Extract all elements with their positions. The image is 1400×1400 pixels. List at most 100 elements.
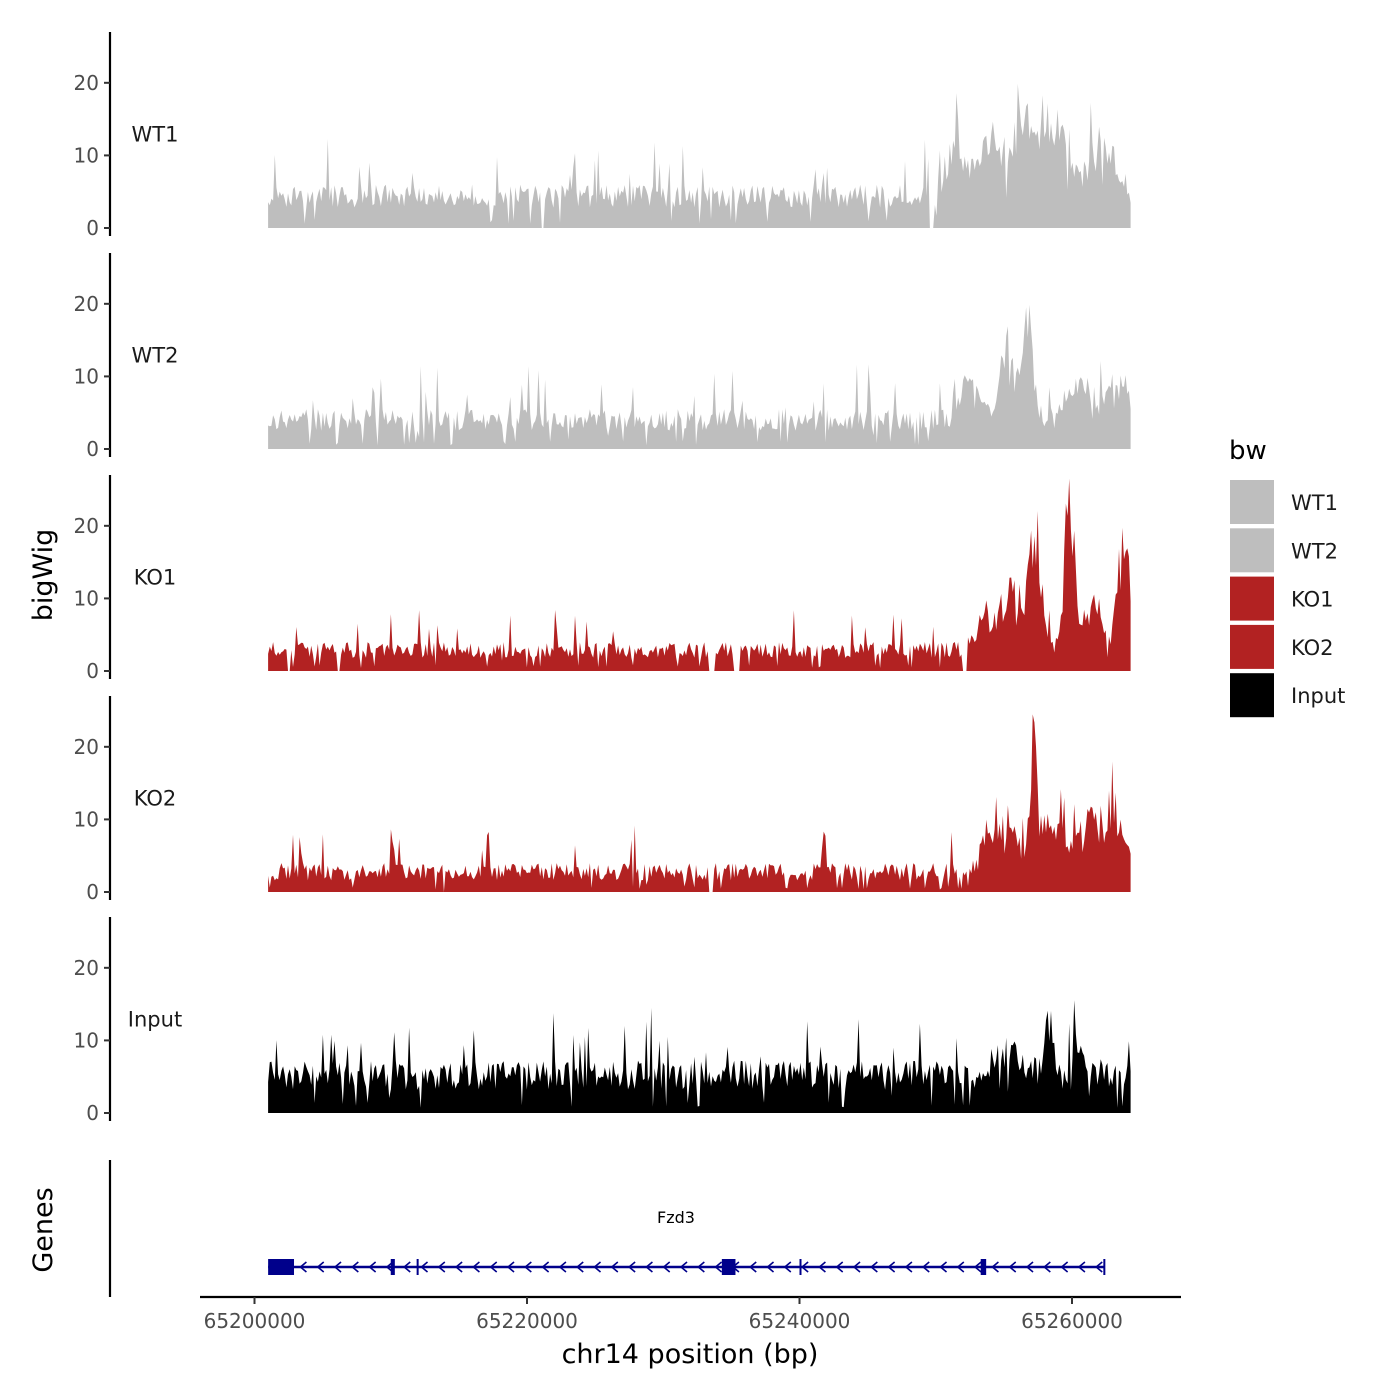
x-axis: 65200000 65220000 65240000 65260000 bbox=[200, 1295, 1181, 1333]
genes-axis-title: Genes bbox=[28, 1187, 59, 1272]
legend-label-ko1: KO1 bbox=[1291, 588, 1334, 612]
legend: bw WT1 WT2 KO1 KO2 Input bbox=[1229, 436, 1345, 718]
y-tick-label: 0 bbox=[86, 880, 99, 904]
legend-swatch-ko2 bbox=[1230, 624, 1274, 669]
legend-label-ko2: KO2 bbox=[1291, 636, 1334, 660]
strand-arrow bbox=[351, 1261, 359, 1273]
signal-area-wt2 bbox=[268, 304, 1131, 449]
y-tick-label: 20 bbox=[74, 514, 99, 538]
strand-arrow bbox=[973, 1261, 982, 1273]
strand-arrow bbox=[870, 1261, 878, 1273]
y-tick-label: 10 bbox=[74, 586, 99, 610]
strand-arrow bbox=[558, 1261, 567, 1273]
strand-arrow bbox=[489, 1261, 498, 1273]
strand-arrow bbox=[800, 1261, 809, 1273]
track-panel-input: 0 10 20 Input bbox=[74, 917, 1131, 1125]
strand-arrow bbox=[610, 1261, 619, 1273]
gene-exon bbox=[799, 1259, 802, 1275]
x-tick-label: 65220000 bbox=[476, 1309, 578, 1333]
gene-exon bbox=[721, 1259, 736, 1275]
strand-arrow bbox=[852, 1261, 861, 1273]
strand-arrow bbox=[1025, 1261, 1034, 1273]
strand-arrow bbox=[1094, 1261, 1103, 1273]
legend-label-input: Input bbox=[1291, 684, 1345, 708]
strand-arrow bbox=[472, 1261, 480, 1273]
y-tick-label: 0 bbox=[86, 216, 99, 240]
strand-arrow bbox=[887, 1261, 896, 1273]
strand-arrow bbox=[402, 1261, 411, 1273]
signal-area-input bbox=[268, 1000, 1131, 1113]
track-label-wt2: WT2 bbox=[132, 344, 179, 368]
y-tick-label: 20 bbox=[74, 292, 99, 316]
y-tick-label: 10 bbox=[74, 364, 99, 388]
track-panel-wt1: 0 10 20 WT1 bbox=[74, 32, 1131, 240]
legend-swatch-wt1 bbox=[1230, 480, 1274, 524]
strand-arrow bbox=[662, 1261, 671, 1273]
y-tick-label: 0 bbox=[86, 437, 99, 461]
legend-label-wt1: WT1 bbox=[1291, 491, 1338, 515]
y-tick-label: 20 bbox=[74, 956, 99, 980]
y-tick-label: 10 bbox=[74, 1028, 99, 1052]
gene-exon bbox=[268, 1259, 295, 1275]
strand-arrow bbox=[783, 1261, 792, 1273]
x-tick-label: 65200000 bbox=[204, 1309, 306, 1333]
strand-arrow bbox=[316, 1261, 325, 1273]
strand-arrow bbox=[956, 1261, 965, 1273]
y-axis-title: bigWig bbox=[28, 529, 59, 622]
strand-arrow bbox=[904, 1261, 913, 1273]
strand-arrow bbox=[299, 1261, 307, 1273]
legend-swatch-ko1 bbox=[1230, 576, 1274, 621]
strand-arrow bbox=[697, 1261, 705, 1273]
strand-arrow bbox=[645, 1261, 653, 1273]
track-panels: 0 10 20 WT1 0 10 20 WT2 0 10 20 KO1 0 10 20 KO2 0 10 20 Inp… bbox=[74, 32, 1131, 1125]
track-label-input: Input bbox=[128, 1008, 182, 1032]
strand-arrow bbox=[333, 1261, 342, 1273]
gene-exon bbox=[1103, 1259, 1106, 1275]
strand-arrow bbox=[1043, 1261, 1051, 1273]
strand-arrow bbox=[437, 1261, 446, 1273]
strand-arrow bbox=[714, 1261, 723, 1273]
legend-title: bw bbox=[1229, 436, 1267, 466]
genes-panel: Fzd3 bbox=[108, 1160, 1106, 1297]
strand-arrow bbox=[818, 1261, 826, 1273]
gene-exon bbox=[980, 1259, 987, 1275]
strand-arrow bbox=[1008, 1261, 1017, 1273]
gene-exon bbox=[390, 1259, 395, 1275]
strand-arrow bbox=[748, 1261, 757, 1273]
y-tick-label: 0 bbox=[86, 1101, 99, 1125]
strand-arrow bbox=[593, 1261, 602, 1273]
strand-arrow bbox=[991, 1261, 999, 1273]
strand-arrow bbox=[454, 1261, 463, 1273]
track-panel-ko2: 0 10 20 KO2 bbox=[74, 696, 1131, 904]
strand-arrow bbox=[506, 1261, 515, 1273]
strand-arrow bbox=[921, 1261, 930, 1273]
strand-arrow bbox=[420, 1261, 429, 1273]
legend-swatch-input bbox=[1230, 673, 1274, 718]
strand-arrow bbox=[541, 1261, 550, 1273]
signal-area-ko1 bbox=[268, 478, 1131, 671]
legend-swatch-wt2 bbox=[1230, 528, 1274, 573]
track-panel-wt2: 0 10 20 WT2 bbox=[74, 253, 1131, 461]
strand-arrow bbox=[939, 1261, 948, 1273]
strand-arrow bbox=[368, 1261, 377, 1273]
legend-label-wt2: WT2 bbox=[1291, 539, 1338, 563]
x-tick-label: 65240000 bbox=[749, 1309, 851, 1333]
y-tick-label: 10 bbox=[74, 143, 99, 167]
strand-arrow bbox=[835, 1261, 844, 1273]
x-axis-title: chr14 position (bp) bbox=[562, 1339, 819, 1370]
strand-arrow bbox=[627, 1261, 636, 1273]
track-label-wt1: WT1 bbox=[132, 123, 179, 147]
strand-arrow bbox=[1060, 1261, 1069, 1273]
track-panel-ko1: 0 10 20 KO1 bbox=[74, 475, 1131, 683]
strand-arrow bbox=[575, 1261, 584, 1273]
strand-arrow bbox=[1077, 1261, 1086, 1273]
signal-area-wt1 bbox=[268, 83, 1131, 228]
y-tick-label: 0 bbox=[86, 659, 99, 683]
strand-arrow bbox=[524, 1261, 532, 1273]
strand-arrow bbox=[679, 1261, 688, 1273]
strand-arrow bbox=[766, 1261, 775, 1273]
gene-exon bbox=[416, 1259, 419, 1275]
track-label-ko2: KO2 bbox=[134, 787, 177, 811]
